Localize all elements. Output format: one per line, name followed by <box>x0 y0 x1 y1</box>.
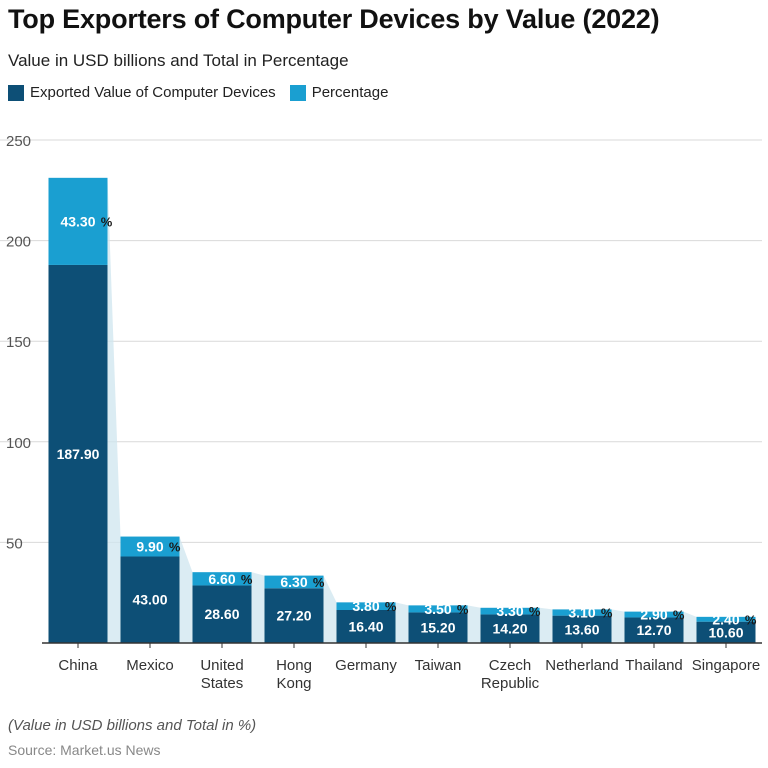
data-label-percent-sign: % <box>313 575 325 590</box>
connector-band <box>179 536 193 643</box>
bar-value <box>624 617 684 643</box>
y-tick-label: 250 <box>6 133 31 150</box>
x-tick-label: States <box>201 675 244 692</box>
connector-band <box>251 572 265 643</box>
data-label-value: 10.60 <box>708 624 743 640</box>
bar-percentage <box>264 575 324 589</box>
x-tick-label: Thailand <box>625 657 683 674</box>
connector-band <box>323 575 337 643</box>
connector-band <box>395 602 409 643</box>
bar-percentage <box>48 177 108 265</box>
bar-percentage <box>408 605 468 613</box>
data-label-percentage: 3.80 <box>352 598 379 614</box>
data-label-value: 27.20 <box>276 608 311 624</box>
x-tick-label: Republic <box>481 675 540 692</box>
bar-percentage <box>552 609 612 616</box>
x-tick-label: United <box>200 657 243 674</box>
chart-title: Top Exporters of Computer Devices by Val… <box>8 4 660 34</box>
x-tick-label: Czech <box>489 657 532 674</box>
connector-band <box>683 611 697 643</box>
data-label-percentage: 3.50 <box>424 601 451 617</box>
legend-swatch-value <box>8 84 24 101</box>
bar-value <box>480 614 540 643</box>
connector-band <box>467 605 481 643</box>
chart-source: Source: Market.us News <box>8 742 161 758</box>
data-label-value: 12.70 <box>636 622 671 638</box>
chart-subtitle: Value in USD billions and Total in Perce… <box>8 51 349 70</box>
x-tick-label: Taiwan <box>415 657 462 674</box>
bar-percentage <box>192 572 252 586</box>
x-tick-label: China <box>58 657 98 674</box>
legend-swatch-percentage <box>289 84 306 101</box>
bar-percentage <box>336 602 396 611</box>
bar-value <box>552 615 612 643</box>
data-label-percentage: 6.60 <box>208 571 235 587</box>
legend: Exported Value of Computer Devices Perce… <box>8 84 402 101</box>
y-tick-label: 50 <box>6 535 23 552</box>
data-label-value: 187.90 <box>57 446 100 462</box>
bar-value <box>408 612 468 643</box>
data-label-value: 14.20 <box>492 621 527 637</box>
x-tick-label: Mexico <box>126 657 174 674</box>
bar-percentage <box>696 616 756 622</box>
bar-value <box>696 621 756 643</box>
data-label-percent-sign: % <box>101 214 113 229</box>
data-label-value: 16.40 <box>348 619 383 635</box>
data-label-percent-sign: % <box>457 602 469 617</box>
data-label-percentage: 6.30 <box>280 574 307 590</box>
bar-percentage <box>480 607 540 615</box>
legend-item-percentage: Percentage <box>289 84 389 101</box>
bar-percentage <box>120 536 180 557</box>
connector-band <box>611 609 625 643</box>
bar-percentage <box>624 611 684 618</box>
data-label-value: 28.60 <box>204 606 239 622</box>
data-label-percent-sign: % <box>385 599 397 614</box>
data-label-percentage: 3.30 <box>496 603 523 619</box>
connector-band <box>539 607 553 643</box>
bar-value <box>336 610 396 643</box>
data-label-value: 13.60 <box>564 621 599 637</box>
x-tick-label: Kong <box>276 675 311 692</box>
connector-band <box>107 177 121 643</box>
legend-item-value: Exported Value of Computer Devices <box>8 84 276 101</box>
legend-label-percentage: Percentage <box>311 84 389 101</box>
data-label-value: 43.00 <box>132 592 167 608</box>
x-tick-label: Germany <box>335 657 397 674</box>
data-label-percentage: 2.90 <box>640 607 667 623</box>
bar-value <box>48 264 108 643</box>
y-tick-label: 200 <box>6 234 31 251</box>
legend-label-value: Exported Value of Computer Devices <box>30 84 276 101</box>
data-label-percent-sign: % <box>745 612 757 627</box>
bar-value <box>264 588 324 643</box>
data-label-percent-sign: % <box>169 540 181 555</box>
data-label-percent-sign: % <box>673 608 685 623</box>
data-label-percentage: 9.90 <box>136 539 163 555</box>
chart-note: (Value in USD billions and Total in %) <box>8 717 257 734</box>
bar-chart: 50 100 150 200 250 187.90 43.30 % 43.00 9.90 % 28.6… <box>0 133 762 692</box>
y-tick-label: 100 <box>6 435 31 452</box>
data-label-percentage: 43.30 <box>60 213 95 229</box>
bar-value <box>120 556 180 643</box>
data-label-percent-sign: % <box>529 604 541 619</box>
data-label-value: 15.20 <box>420 620 455 636</box>
x-tick-label: Netherland <box>545 657 618 674</box>
y-tick-label: 150 <box>6 334 31 351</box>
data-label-percent-sign: % <box>601 606 613 621</box>
x-tick-label: Hong <box>276 657 312 674</box>
data-label-percentage: 3.10 <box>568 605 595 621</box>
bar-value <box>192 585 252 643</box>
data-label-percent-sign: % <box>241 572 253 587</box>
x-tick-label: Singapore <box>692 657 760 674</box>
data-label-percentage: 2.40 <box>712 611 739 627</box>
